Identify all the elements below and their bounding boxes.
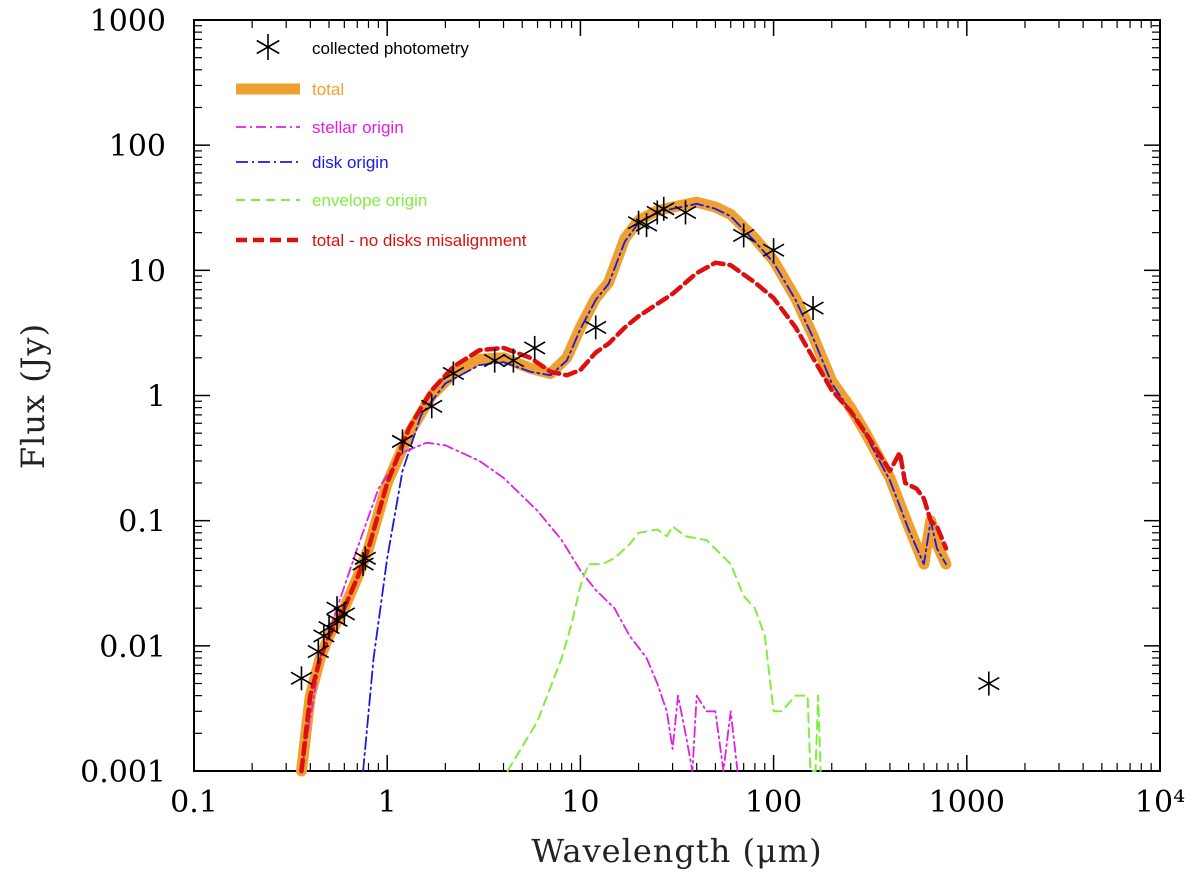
x-tick-label: 100 [745, 785, 802, 820]
legend-entry-disk: disk origin [236, 153, 389, 172]
photometry-point [391, 429, 414, 454]
x-tick-label: 10 [561, 785, 599, 820]
legend-entry-stellar: stellar origin [236, 118, 404, 137]
legend-label: total [312, 80, 344, 99]
y-tick-label: 1 [147, 380, 166, 415]
photometry-point [318, 615, 340, 640]
photometry-point [674, 200, 697, 225]
x-tick-label: 1 [378, 785, 397, 820]
y-tick-label: 1000 [90, 4, 166, 39]
y-tick-label: 0.1 [118, 505, 166, 540]
legend-marker-star [256, 34, 280, 60]
legend-label: envelope origin [312, 191, 427, 210]
photometry-point [627, 210, 650, 235]
series-envelope [506, 525, 822, 772]
y-tick-label: 100 [109, 129, 166, 164]
photometry-point [354, 546, 377, 571]
x-axis-ticks: 0.1 1 10 100 1000 10⁴ [170, 20, 1185, 820]
photometry-point [420, 394, 443, 419]
series-total [296, 196, 952, 777]
legend-label: total - no disks misalignment [312, 231, 527, 250]
y-axis-label: Flux (Jy) [14, 323, 52, 469]
photometry-point [313, 623, 335, 648]
photometry-point [802, 296, 824, 321]
photometry-point [978, 671, 1000, 696]
photometry-point [732, 223, 755, 248]
photometry-point [483, 348, 506, 373]
photometry-point [352, 552, 374, 577]
photometry-point [502, 348, 525, 373]
y-tick-label: 10 [128, 254, 166, 289]
series-nomisalign [299, 260, 949, 774]
legend-label: stellar origin [312, 118, 404, 137]
x-axis-label: Wavelength (μm) [531, 832, 822, 870]
photometry-point [442, 361, 465, 386]
x-tick-label: 10⁴ [1135, 785, 1185, 820]
legend-label: collected photometry [312, 39, 469, 58]
photometry-points [290, 196, 1000, 696]
y-tick-label: 0.01 [99, 630, 166, 665]
photometry-point [762, 238, 785, 263]
legend-entry-nomisalign: total - no disks misalignment [236, 231, 527, 250]
y-tick-label: 0.001 [80, 755, 166, 790]
legend: collected photometry total stellar origin d… [236, 34, 527, 250]
legend-label: disk origin [312, 153, 389, 172]
photometry-point [635, 213, 658, 238]
legend-entry-photometry: collected photometry [256, 34, 469, 60]
photometry-point [307, 639, 330, 664]
y-axis-ticks: 0.001 0.01 0.1 1 10 100 1000 [80, 4, 1160, 790]
x-tick-label: 1000 [929, 785, 1005, 820]
photometry-point [326, 596, 348, 621]
x-tick-label: 0.1 [170, 785, 218, 820]
photometry-point [523, 335, 546, 360]
legend-entry-total: total [236, 80, 344, 99]
series-disk [362, 202, 947, 772]
photometry-point [290, 666, 313, 691]
series-layer [296, 196, 952, 777]
photometry-point [652, 196, 675, 221]
photometry-point [584, 315, 607, 340]
legend-entry-envelope: envelope origin [236, 191, 427, 210]
